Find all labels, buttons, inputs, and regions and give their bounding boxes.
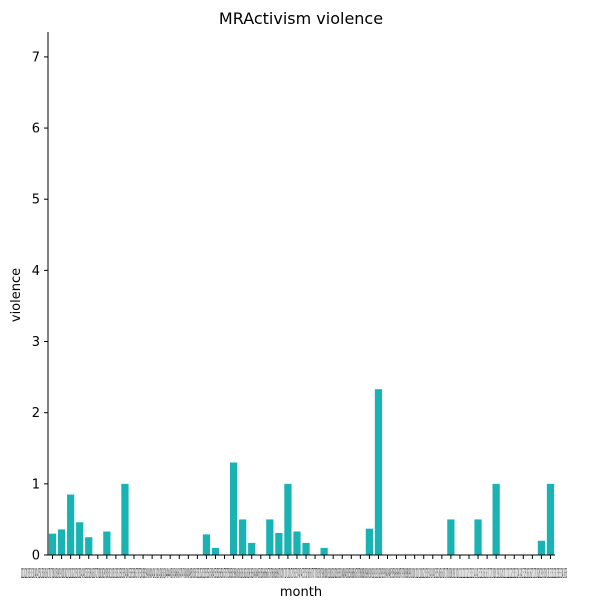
bar-50 (492, 483, 500, 555)
bar-29 (302, 542, 310, 555)
bar-21 (229, 462, 238, 555)
bar-19 (211, 547, 220, 555)
y-axis-label: violence (9, 268, 24, 322)
bar-28 (293, 531, 301, 555)
y-tick-label: 2 (32, 406, 40, 421)
bar-37 (374, 389, 383, 555)
bar-25 (266, 519, 274, 555)
y-tick-label: 5 (32, 193, 40, 208)
x-tick-labels: 2012012013013013014014015015016016017017… (21, 567, 567, 582)
y-tick-label: 1 (32, 477, 40, 492)
bars-group (48, 389, 555, 555)
y-tick-label: 6 (32, 122, 40, 137)
bar-18 (202, 534, 211, 555)
bar-36 (365, 528, 374, 555)
bar-3 (67, 494, 75, 555)
bar-23 (248, 542, 256, 555)
bar-22 (239, 519, 247, 555)
chart-title: MRActivism violence (219, 9, 383, 28)
y-tick-label: 3 (32, 335, 40, 350)
bar-56 (546, 483, 555, 555)
y-tick-label: 4 (32, 264, 40, 279)
bar-5 (85, 537, 93, 555)
bar-7 (103, 531, 111, 555)
bar-1 (48, 533, 57, 555)
y-tick-label: 7 (32, 50, 40, 65)
bar-9 (121, 483, 129, 555)
x-axis-label: month (280, 585, 322, 600)
bar-55 (537, 540, 546, 555)
y-tick-label: 0 (32, 549, 40, 564)
bar-4 (76, 522, 84, 555)
x-axis: 2012012013013013014014015015016016017017… (21, 554, 567, 582)
y-axis: 0 1 2 3 4 5 6 7 (32, 32, 49, 564)
bar-45 (447, 519, 455, 555)
bar-2 (57, 529, 66, 555)
bar-31 (320, 547, 328, 555)
bar-26 (275, 532, 283, 555)
bar-48 (474, 519, 482, 555)
bar-27 (284, 483, 292, 555)
